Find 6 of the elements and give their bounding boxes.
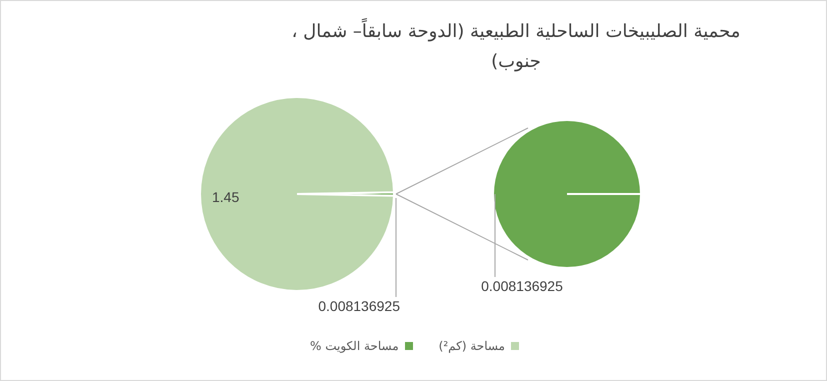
data-label: 0.008136925 (481, 278, 564, 294)
data-label: 1.45 (212, 188, 240, 205)
chart-title: محمية الصليبيخات الساحلية الطبيعية (الدوحة سابقاً– شمال ، جنوب) (290, 17, 742, 74)
legend-label: مساحة (كم²) (438, 339, 505, 353)
legend-label: مساحة الكويت % (310, 339, 399, 353)
data-label: 0.008136925 (318, 298, 400, 314)
